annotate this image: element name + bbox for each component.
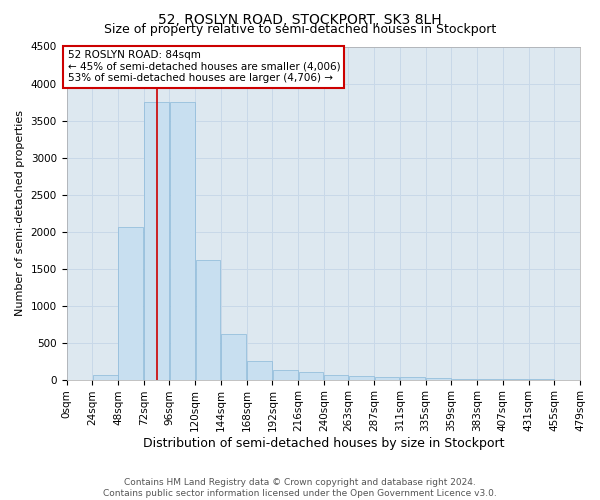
Bar: [144, 102, 169, 380]
Bar: [273, 370, 298, 380]
Bar: [118, 227, 143, 380]
Text: 52 ROSLYN ROAD: 84sqm
← 45% of semi-detached houses are smaller (4,006)
53% of s: 52 ROSLYN ROAD: 84sqm ← 45% of semi-deta…: [68, 50, 340, 84]
Text: Size of property relative to semi-detached houses in Stockport: Size of property relative to semi-detach…: [104, 22, 496, 36]
Bar: [374, 376, 400, 380]
Bar: [400, 378, 425, 380]
Bar: [452, 379, 476, 380]
Bar: [92, 375, 118, 380]
Bar: [196, 260, 220, 380]
Bar: [426, 378, 451, 380]
Bar: [324, 375, 348, 380]
Text: 52, ROSLYN ROAD, STOCKPORT, SK3 8LH: 52, ROSLYN ROAD, STOCKPORT, SK3 8LH: [158, 12, 442, 26]
Bar: [247, 361, 272, 380]
Bar: [299, 372, 323, 380]
Text: Contains HM Land Registry data © Crown copyright and database right 2024.
Contai: Contains HM Land Registry data © Crown c…: [103, 478, 497, 498]
Bar: [478, 379, 502, 380]
X-axis label: Distribution of semi-detached houses by size in Stockport: Distribution of semi-detached houses by …: [143, 437, 504, 450]
Bar: [349, 376, 374, 380]
Y-axis label: Number of semi-detached properties: Number of semi-detached properties: [15, 110, 25, 316]
Bar: [170, 102, 195, 380]
Bar: [221, 334, 246, 380]
